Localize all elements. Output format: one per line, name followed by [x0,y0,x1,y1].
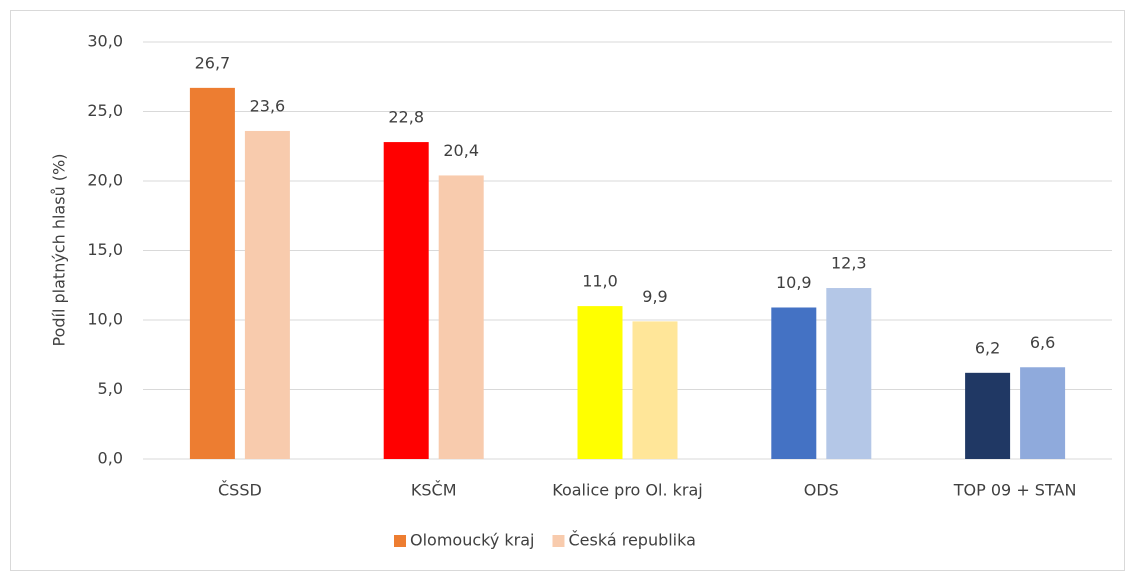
value-label: 12,3 [831,254,867,273]
bar [438,175,484,459]
x-tick-label: Koalice pro Ol. kraj [552,481,702,500]
value-label: 10,9 [776,273,812,292]
legend-swatch [394,535,406,547]
y-tick-label: 25,0 [87,101,123,120]
value-label: 9,9 [642,287,667,306]
bar [826,288,872,459]
x-tick-label: KSČM [411,481,457,500]
y-tick-label: 20,0 [87,171,123,190]
y-tick-label: 5,0 [98,379,123,398]
value-label: 11,0 [582,272,618,291]
x-tick-label: ČSSD [218,481,262,500]
value-label: 26,7 [195,53,231,72]
y-tick-label: 0,0 [98,449,123,468]
value-label: 22,8 [388,108,424,127]
legend-swatch [552,535,565,547]
bar [383,142,429,459]
bar [577,306,623,459]
y-tick-label: 30,0 [87,32,123,51]
x-tick-label: ODS [804,481,839,500]
bar [632,321,678,459]
value-label: 6,2 [975,338,1000,357]
bar [771,307,817,459]
legend-label: Olomoucký kraj [410,531,534,550]
bar [965,372,1011,459]
bar [1020,367,1066,459]
y-axis-label: Podíl platných hlasů (%) [50,154,69,347]
y-tick-label: 10,0 [87,310,123,329]
bar [244,130,290,459]
y-tick-label: 15,0 [87,240,123,259]
x-tick-label: TOP 09 + STAN [953,481,1077,500]
value-label: 23,6 [250,96,286,115]
bar [189,87,235,460]
value-label: 6,6 [1030,333,1055,352]
legend-label: Česká republika [568,531,695,550]
value-label: 20,4 [443,141,479,160]
